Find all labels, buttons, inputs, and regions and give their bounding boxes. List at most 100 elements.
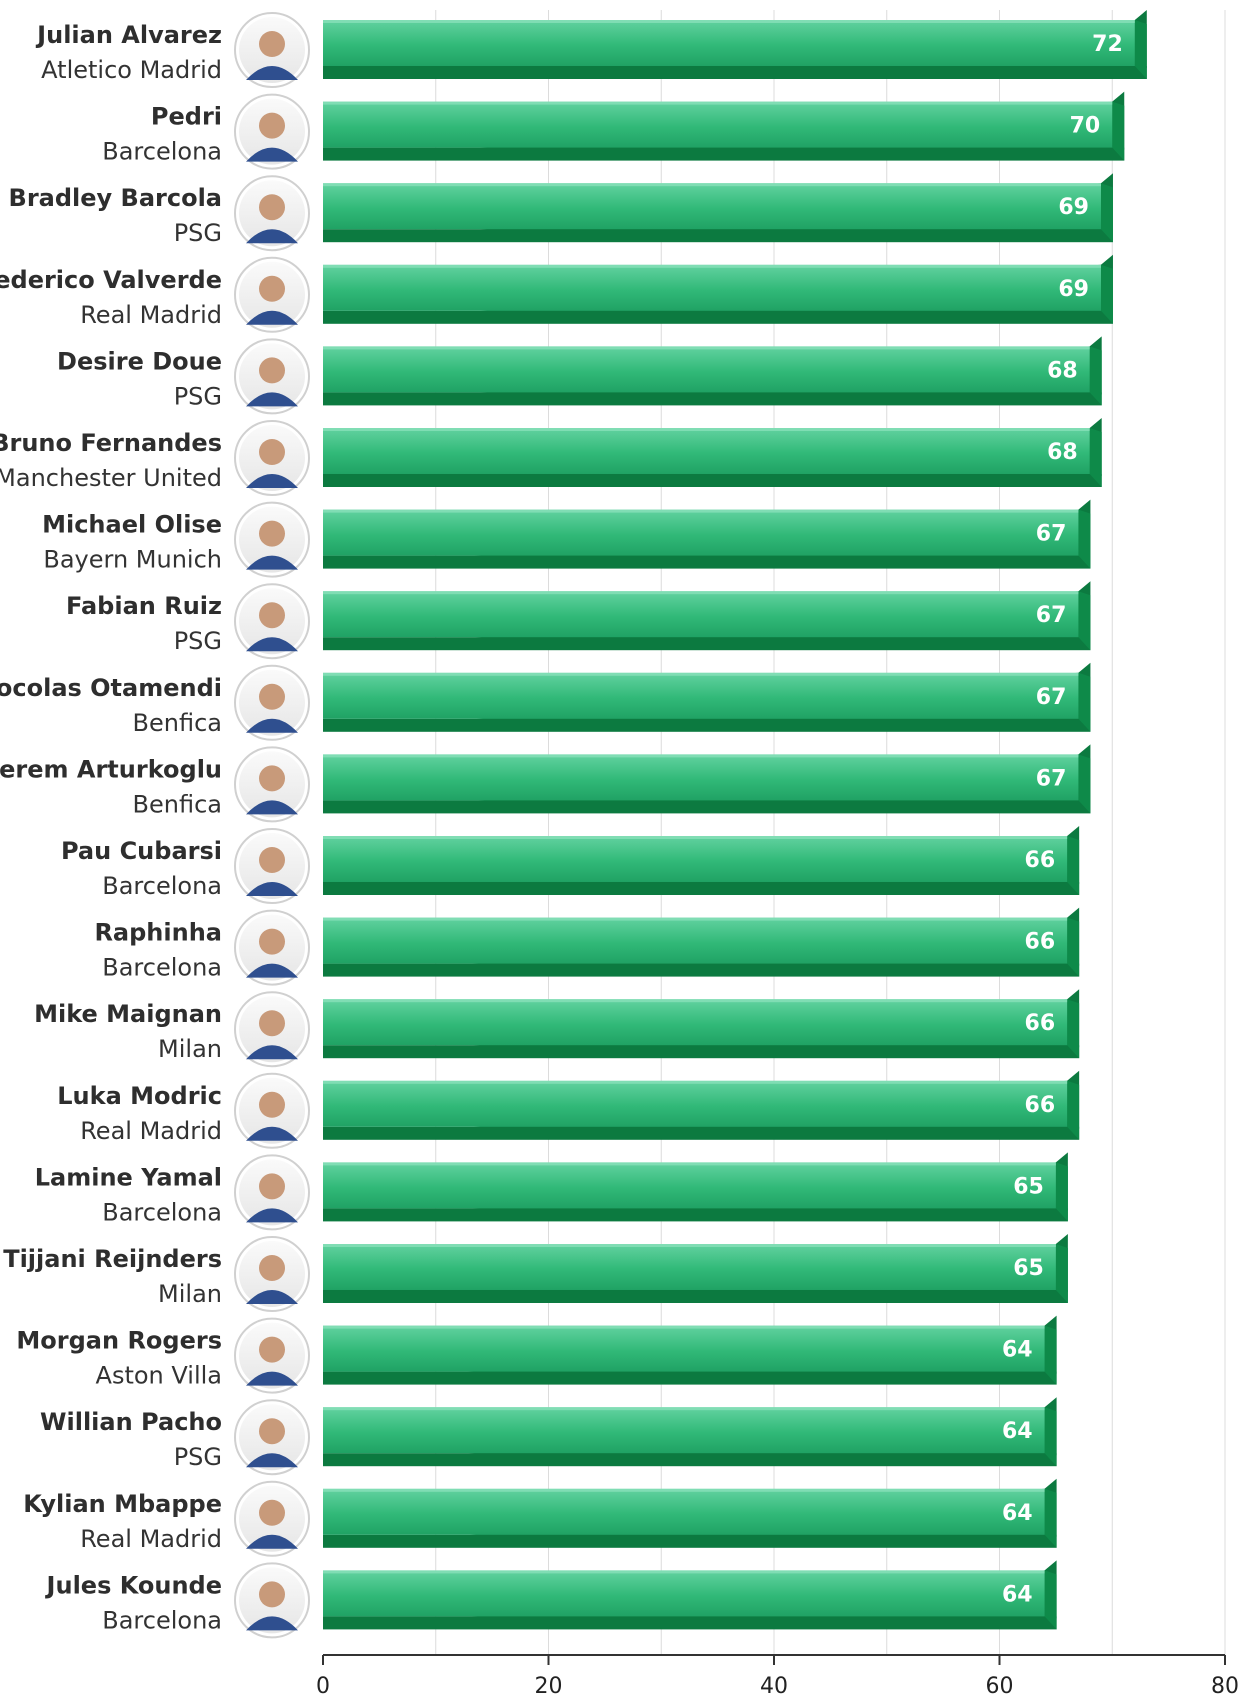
bar-highlight: [323, 836, 1068, 839]
bar: [323, 917, 1068, 964]
player-team: Barcelona: [102, 954, 222, 982]
bar-right-face: [1067, 917, 1080, 977]
avatar-shirt: [246, 310, 298, 325]
avatar-shirt: [246, 1290, 298, 1304]
avatar-shirt: [246, 1126, 298, 1141]
bar: [323, 264, 1101, 311]
avatar-head: [259, 1499, 285, 1526]
player-avatar-icon: [234, 256, 310, 333]
bar-highlight: [323, 672, 1079, 676]
avatar-shirt: [246, 1045, 298, 1060]
bar: [323, 509, 1079, 556]
bar: [323, 346, 1090, 393]
player-avatar-icon: [234, 93, 310, 170]
value-label: 66: [1025, 1011, 1056, 1036]
bar-right-face: [1044, 1407, 1057, 1467]
x-tick-label: 60: [986, 1674, 1014, 1699]
player-avatar-icon: [234, 664, 310, 741]
value-label: 68: [1047, 440, 1078, 465]
value-label: 67: [1036, 766, 1067, 791]
avatar-shirt: [246, 66, 298, 80]
bar: [323, 1407, 1045, 1454]
player-name: Kerem Arturkoglu: [0, 755, 222, 783]
value-label: 67: [1036, 685, 1067, 710]
player-avatar-icon: [234, 828, 310, 904]
value-label: 66: [1025, 930, 1056, 955]
bar-group: 66: [323, 1070, 1080, 1140]
bar-highlight: [323, 1325, 1045, 1329]
player-name: Morgan Rogers: [16, 1327, 222, 1355]
avatar-shirt: [246, 718, 298, 733]
player-team: Real Madrid: [80, 301, 222, 329]
bar-right-face: [1044, 1570, 1057, 1630]
bar-bottom: [323, 1616, 1057, 1630]
avatar-head: [259, 1010, 285, 1037]
player-avatar-icon: [234, 420, 310, 496]
x-tick-label: 20: [535, 1674, 563, 1699]
bar-right-face: [1078, 509, 1091, 569]
bar-bottom: [323, 1534, 1057, 1548]
value-label: 64: [1002, 1419, 1033, 1444]
bar: [323, 20, 1135, 66]
player-name: Fabian Ruiz: [66, 592, 222, 620]
avatar-head: [259, 928, 285, 955]
bar-highlight: [323, 1162, 1056, 1166]
player-name: Julian Alvarez: [35, 21, 222, 49]
bar-highlight: [323, 1488, 1045, 1492]
bar-bottom: [323, 147, 1125, 161]
bar-right-face: [1044, 1325, 1057, 1385]
bar: [323, 836, 1068, 882]
value-label: 67: [1036, 603, 1067, 628]
bar: [323, 1325, 1045, 1372]
bar-highlight: [323, 1407, 1045, 1411]
bar-group: 67: [323, 744, 1091, 814]
avatar-shirt: [246, 1371, 298, 1386]
avatar-shirt: [246, 882, 298, 896]
bar-group: 66: [323, 826, 1080, 895]
bar-group: 72: [323, 10, 1147, 79]
bar-group: 64: [323, 1478, 1057, 1548]
bar-bottom: [323, 229, 1113, 243]
bar-right-face: [1044, 1488, 1057, 1548]
bar-bottom: [323, 474, 1102, 487]
bar-right-face: [1100, 264, 1113, 324]
value-label: 64: [1002, 1338, 1033, 1363]
player-team: PSG: [174, 1443, 222, 1471]
bar: [323, 1244, 1056, 1290]
bar: [323, 101, 1113, 148]
x-tick-label: 80: [1211, 1674, 1239, 1699]
avatar-head: [259, 683, 285, 710]
value-label: 66: [1025, 848, 1056, 873]
player-team: Manchester United: [0, 464, 222, 492]
avatar-head: [259, 1173, 285, 1200]
bar-right-face: [1055, 1244, 1068, 1303]
bar: [323, 999, 1068, 1046]
player-name: Desire Doue: [57, 347, 222, 375]
avatar-head: [259, 520, 285, 547]
avatar-shirt: [246, 392, 298, 407]
bar-highlight: [323, 183, 1101, 187]
bar-bottom: [323, 1453, 1057, 1467]
player-name: Federico Valverde: [0, 266, 222, 294]
avatar-shirt: [246, 1453, 298, 1468]
bar-group: 67: [323, 662, 1091, 732]
bar: [323, 428, 1090, 474]
player-avatar-icon: [234, 1317, 310, 1394]
x-axis: 0 20 40 60 80: [316, 1654, 1239, 1699]
player-name: Nocolas Otamendi: [0, 674, 222, 702]
bar-group: 67: [323, 499, 1091, 569]
player-name: Willian Pacho: [40, 1408, 222, 1436]
player-team: PSG: [174, 382, 222, 410]
avatar-shirt: [246, 555, 298, 570]
bar-group: 70: [323, 91, 1125, 161]
bar-group: 69: [323, 254, 1113, 324]
player-avatar-icon: [234, 1480, 310, 1557]
bar-group: 66: [323, 989, 1080, 1059]
player-team: Benfica: [133, 709, 222, 737]
bar-highlight: [323, 101, 1113, 105]
player-team: Bayern Munich: [43, 546, 222, 574]
bar-right-face: [1089, 346, 1102, 406]
bar-bottom: [323, 310, 1113, 324]
player-avatar-icon: [234, 746, 310, 823]
